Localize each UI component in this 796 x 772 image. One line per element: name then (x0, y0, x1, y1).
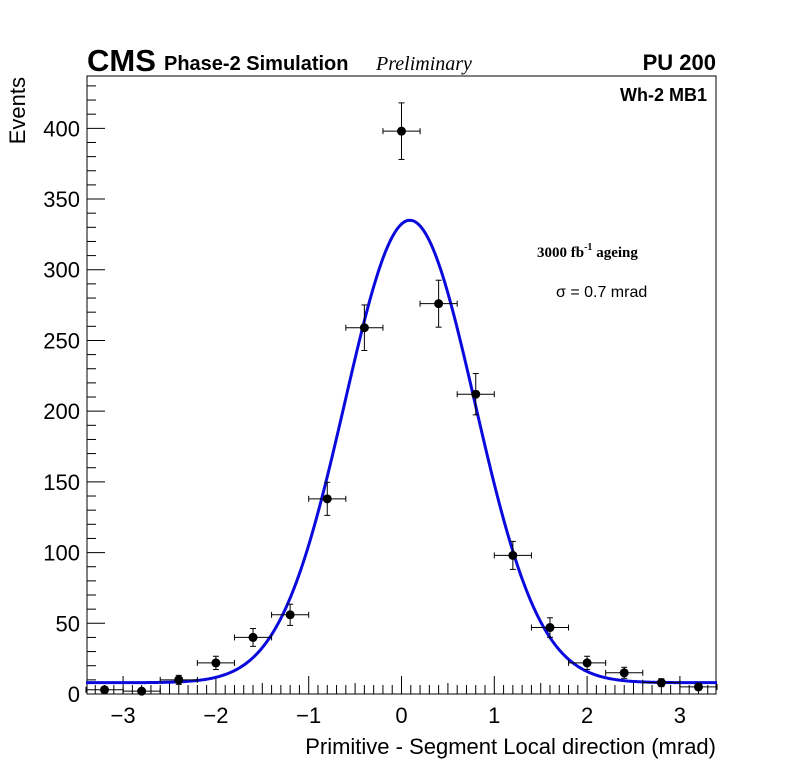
ageing-label: 3000 fb-1 ageing (537, 242, 638, 261)
data-point (233, 628, 273, 647)
y-tick-label: 400 (43, 116, 80, 141)
pileup-label: PU 200 (643, 50, 716, 75)
y-tick-label: 350 (43, 187, 80, 212)
x-axis-title: Primitive - Segment Local direction (mra… (305, 734, 716, 759)
ageing-suffix: ageing (592, 245, 638, 261)
y-tick-label: 50 (56, 611, 80, 636)
x-tick-label: 2 (581, 703, 593, 728)
ageing-exponent: -1 (584, 242, 592, 253)
y-tick-label: 300 (43, 258, 80, 283)
x-tick-label: 3 (674, 703, 686, 728)
preliminary-label: Preliminary (375, 53, 472, 75)
data-marker (211, 658, 221, 668)
fit-curve (85, 218, 718, 685)
data-marker (248, 632, 258, 642)
data-point (85, 685, 124, 695)
data-point (679, 682, 718, 692)
experiment-label: CMS (87, 43, 156, 78)
y-axis: 0 50 100 150 200 250 300 350 400 (43, 85, 105, 707)
x-tick-label: −2 (203, 703, 228, 728)
data-point (159, 674, 198, 685)
frame-group (86, 75, 717, 695)
data-layer (85, 102, 718, 696)
data-marker (359, 323, 369, 333)
data-marker (619, 668, 629, 678)
y-tick-label: 200 (43, 399, 80, 424)
data-marker (137, 686, 147, 696)
data-point (122, 686, 161, 696)
x-tick-label: 1 (488, 703, 500, 728)
x-tick-label: −1 (296, 703, 321, 728)
sigma-label: σ = 0.7 mrad (556, 284, 647, 301)
data-point (568, 655, 607, 671)
data-marker (322, 494, 332, 504)
y-axis-title: Events (5, 77, 30, 144)
data-marker (174, 675, 184, 685)
data-marker (693, 682, 703, 692)
x-tick-label: −3 (111, 703, 136, 728)
data-point (605, 666, 644, 679)
data-point (530, 617, 570, 638)
data-marker (397, 126, 406, 136)
x-axis: −3 −2 −1 0 1 2 3 (94, 676, 709, 728)
data-point (419, 279, 458, 328)
simulation-label: Phase-2 Simulation (164, 53, 349, 75)
y-tick-label: 150 (43, 470, 80, 495)
data-marker (508, 550, 518, 560)
data-point (382, 102, 421, 160)
y-tick-label: 0 (68, 682, 80, 707)
data-point (642, 678, 681, 688)
ageing-value: 3000 fb (537, 245, 584, 261)
data-marker (545, 623, 555, 633)
data-marker (285, 610, 295, 620)
data-marker (100, 685, 110, 695)
y-tick-label: 250 (43, 328, 80, 353)
fit-layer (85, 218, 718, 685)
header: CMS Phase-2 Simulation Preliminary PU 20… (87, 43, 716, 78)
data-marker (471, 389, 481, 399)
data-point (493, 540, 532, 570)
x-tick-label: 0 (395, 703, 407, 728)
chamber-label: Wh-2 MB1 (620, 85, 707, 105)
data-point (271, 603, 310, 626)
data-marker (582, 658, 592, 668)
data-marker (434, 299, 444, 309)
data-point (308, 481, 347, 516)
data-point (345, 304, 384, 351)
y-tick-label: 100 (43, 541, 80, 566)
data-marker (656, 678, 666, 688)
plot-frame (86, 75, 717, 695)
data-point (196, 655, 235, 671)
data-point (456, 373, 495, 416)
